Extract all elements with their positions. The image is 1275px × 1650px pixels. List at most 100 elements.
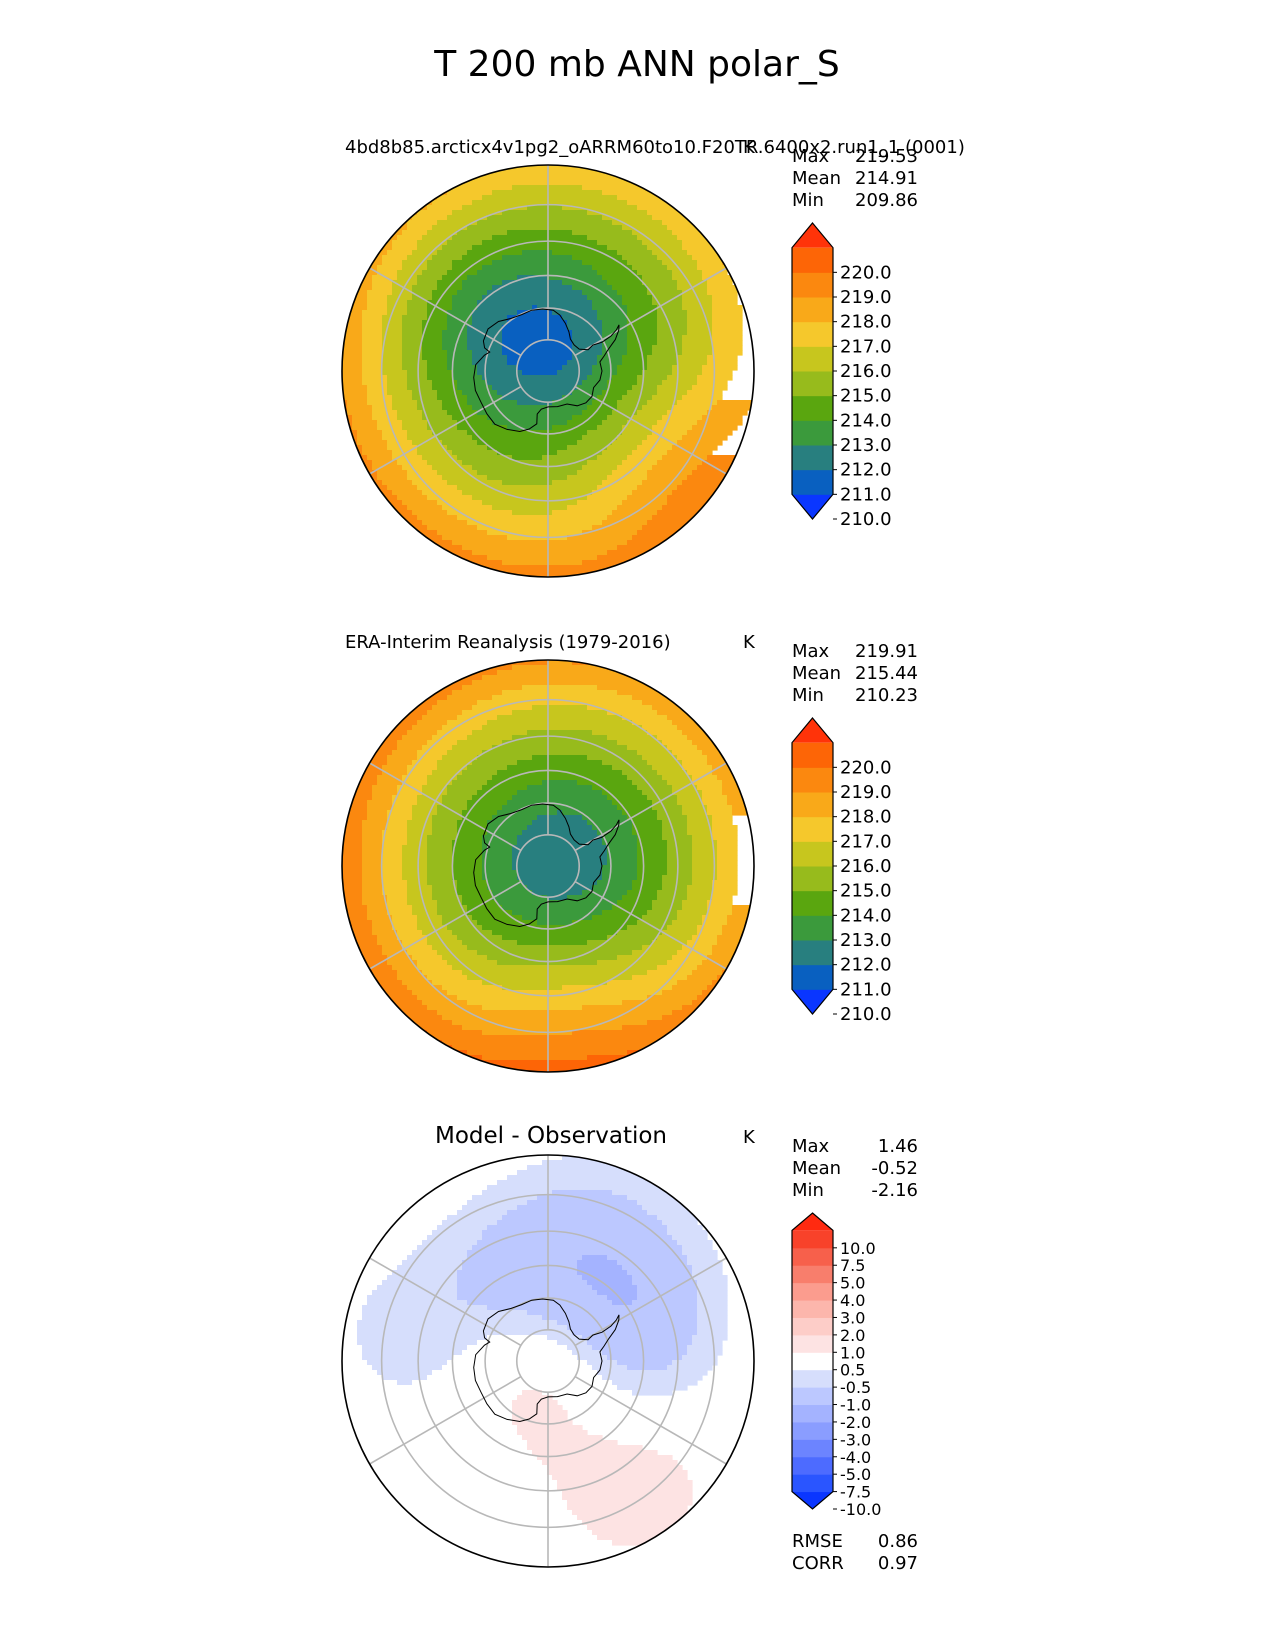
field-raster: [342, 1155, 728, 1546]
panel-diff-title: Model - Observation: [435, 1123, 667, 1149]
colorbar-tick-label: -7.5: [840, 1483, 871, 1502]
stat-mean-label: Mean: [792, 1158, 841, 1179]
panel-diff-colorbar: 10.07.55.04.03.02.01.00.5-0.5-1.0-2.0-3.…: [791, 1212, 881, 1519]
colorbar-segment: [792, 1456, 833, 1475]
colorbar-segment: [792, 1300, 833, 1318]
colorbar-tick-label: 212.0: [840, 460, 892, 481]
stat-mean-label: Mean: [792, 168, 841, 189]
colorbar-tick-label: 215.0: [840, 881, 892, 902]
colorbar-tick-label: 219.0: [840, 287, 892, 308]
meridian-line: [369, 1257, 522, 1347]
colorbar-tick-label: 210.0: [840, 509, 892, 530]
graticule: [369, 660, 727, 1072]
meridian-line: [369, 1375, 522, 1465]
colorbar-segment: [792, 1439, 833, 1458]
colorbar-extend-min: [792, 989, 833, 1014]
colorbar-segment: [792, 371, 833, 397]
colorbar-tick-label: -5.0: [840, 1465, 871, 1484]
meridian-line: [574, 267, 727, 357]
stat-mean-value: 215.44: [855, 663, 918, 684]
colorbar-tick-label: 217.0: [840, 336, 892, 357]
stat-min-label: Min: [792, 685, 824, 706]
panel-diff: Model - Observation K Max 1.46 Mean -0.5…: [341, 1123, 918, 1574]
map-border: [341, 164, 755, 578]
colorbar-segment: [792, 420, 833, 446]
panel-obs-colorbar: 220.0 219.0 218.0 217.0 216.0 215.0 214.0 213.0…: [791, 717, 892, 1025]
colorbar-tick-label: 220.0: [840, 262, 892, 283]
stat-max-label: Max: [792, 146, 830, 167]
colorbar-segment: [792, 1282, 833, 1301]
colorbar-tick-label: 217.0: [840, 831, 892, 852]
meridian-line: [574, 1375, 727, 1465]
coastline: [473, 308, 620, 433]
colorbar-outline: [791, 222, 834, 520]
stat-max-label: Max: [792, 641, 830, 662]
stat-mean-label: Mean: [792, 663, 841, 684]
figure-title: T 200 mb ANN polar_S: [433, 44, 839, 85]
colorbar-tick-label: 214.0: [840, 905, 892, 926]
colorbar-tick-label: 214.0: [840, 410, 892, 431]
panel-model: 4bd8b85.arcticx4v1pg2_oARRM60to10.F20TR.…: [341, 137, 965, 578]
panel-obs-map: [341, 659, 755, 1073]
panel-model-stats: Max 219.53 Mean 214.91 Min 209.86: [792, 146, 918, 211]
colorbar-segment: [792, 1421, 833, 1440]
colorbar-tick-label: -2.0: [840, 1413, 871, 1432]
colorbar-outline: [791, 1212, 834, 1510]
panel-obs-stats: Max 219.91 Mean 215.44 Min 210.23: [792, 641, 918, 706]
colorbar-segment: [792, 767, 833, 793]
colorbar-tick-label: 10.0: [840, 1239, 876, 1258]
coastline: [473, 803, 620, 928]
meridian-line: [574, 762, 727, 852]
colorbar-tick-label: 210.0: [840, 1004, 892, 1025]
colorbar-tick-label: 7.5: [840, 1256, 865, 1275]
colorbar-segment: [792, 816, 833, 842]
colorbar-tick-label: 212.0: [840, 955, 892, 976]
colorbar-extend-max: [792, 1213, 833, 1231]
stat-mean-value: -0.52: [871, 1158, 918, 1179]
panel-model-units: K: [743, 137, 756, 158]
colorbar-segment: [792, 1387, 833, 1406]
stat-max-value: 1.46: [878, 1136, 918, 1157]
meridian-line: [369, 267, 522, 357]
panel-obs-units: K: [743, 632, 756, 653]
stat-min-value: -2.16: [871, 1180, 918, 1201]
colorbar-segment: [792, 940, 833, 966]
meridian-line: [574, 880, 727, 970]
map-border: [341, 659, 755, 1073]
colorbar-segment: [792, 272, 833, 298]
colorbar-tick-label: -3.0: [840, 1430, 871, 1449]
panel-model-colorbar: 220.0 219.0 218.0 217.0 216.0 215.0 214.0 213.0…: [791, 222, 892, 530]
colorbar-tick-label: 5.0: [840, 1274, 865, 1293]
colorbar-segment: [792, 469, 833, 495]
colorbar-tick-label: 0.5: [840, 1361, 865, 1380]
colorbar-tick-label: 3.0: [840, 1308, 865, 1327]
colorbar-segment: [792, 1230, 833, 1249]
coastline: [473, 1298, 620, 1423]
panel-model-map: [341, 164, 755, 578]
colorbar-tick-label: 216.0: [840, 361, 892, 382]
graticule: [369, 165, 727, 577]
colorbar-extend-max: [792, 223, 833, 248]
map-border: [341, 1154, 755, 1568]
colorbar-tick-label: 211.0: [840, 979, 892, 1000]
colorbar-segment: [792, 1334, 833, 1353]
stat-min-label: Min: [792, 190, 824, 211]
colorbar-segment: [792, 297, 833, 323]
metric-rmse-value: 0.86: [878, 1531, 918, 1552]
panel-diff-map: [341, 1154, 755, 1568]
colorbar-tick-label: -4.0: [840, 1448, 871, 1467]
stat-min-value: 209.86: [855, 190, 918, 211]
colorbar-segment: [792, 445, 833, 471]
colorbar-extend-min: [792, 1491, 833, 1509]
stat-mean-value: 214.91: [855, 168, 918, 189]
colorbar-extend-max: [792, 718, 833, 743]
metric-rmse-label: RMSE: [792, 1531, 843, 1552]
colorbar-segment: [792, 247, 833, 273]
panel-model-title: 4bd8b85.arcticx4v1pg2_oARRM60to10.F20TR.…: [345, 137, 965, 158]
colorbar-segment: [792, 1247, 833, 1266]
colorbar-segment: [792, 1369, 833, 1388]
colorbar-segment: [792, 964, 833, 990]
colorbar-tick-label: 4.0: [840, 1291, 865, 1310]
colorbar-segment: [792, 1317, 833, 1336]
